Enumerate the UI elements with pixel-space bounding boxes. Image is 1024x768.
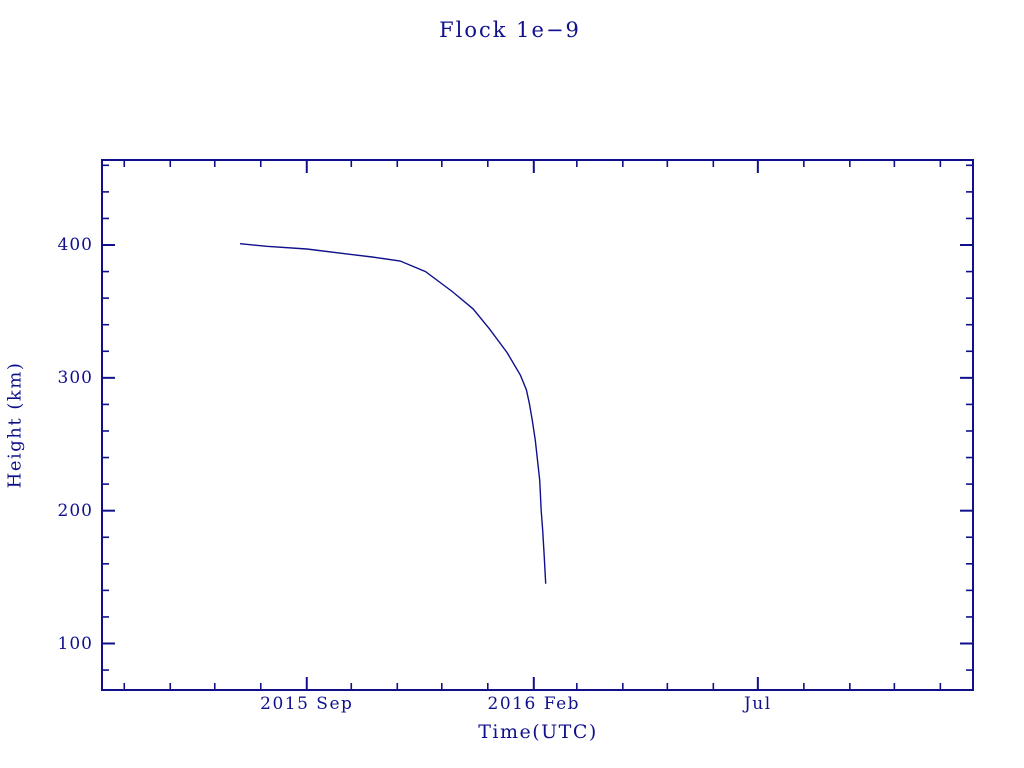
x-tick-label: 2015 Sep	[260, 694, 354, 714]
chart-title: Flock 1e−9	[439, 18, 581, 42]
y-tick-label: 200	[57, 500, 93, 521]
y-tick-label: 400	[57, 235, 93, 255]
y-tick-label: 300	[57, 367, 93, 388]
x-tick-label: 2016 Feb	[487, 694, 581, 714]
axes-frame	[101, 159, 974, 691]
x-axis-label: Time(UTC)	[478, 721, 598, 743]
y-tick-label: 100	[57, 633, 93, 654]
x-tick-label: Jul	[743, 694, 772, 714]
height-decay-curve	[239, 243, 547, 584]
